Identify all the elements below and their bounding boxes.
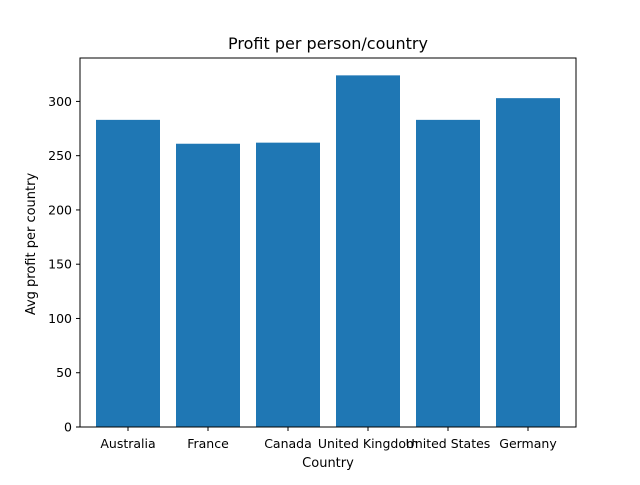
x-tick-label: Germany <box>499 436 557 451</box>
bar-united-kingdom <box>336 75 400 427</box>
y-tick-label: 100 <box>48 311 72 326</box>
chart-title: Profit per person/country <box>228 34 428 53</box>
x-tick-label: Australia <box>100 436 155 451</box>
bar-germany <box>496 98 560 427</box>
y-tick-label: 150 <box>48 257 72 272</box>
x-axis-label: Country <box>302 456 354 471</box>
y-axis-label: Avg profit per country <box>24 173 39 316</box>
bar-canada <box>256 142 320 427</box>
plot-area: Australia France Canada United KingdomUnite… <box>48 57 577 451</box>
x-tick-label: France <box>187 436 229 451</box>
bar-australia <box>96 119 160 428</box>
y-tick-label: 200 <box>48 202 72 217</box>
x-tick-label: United Kingdom <box>318 436 418 451</box>
bar-france <box>176 143 240 428</box>
x-tick-label: Canada <box>264 436 312 451</box>
y-tick-label: 250 <box>48 148 72 163</box>
axes-frame <box>79 57 577 428</box>
y-tick-label: 50 <box>56 365 72 380</box>
x-tick-label: United States <box>406 436 491 451</box>
y-tick-label: 300 <box>48 94 72 109</box>
y-tick-label: 0 <box>64 420 72 435</box>
bar-united-states <box>416 119 480 428</box>
